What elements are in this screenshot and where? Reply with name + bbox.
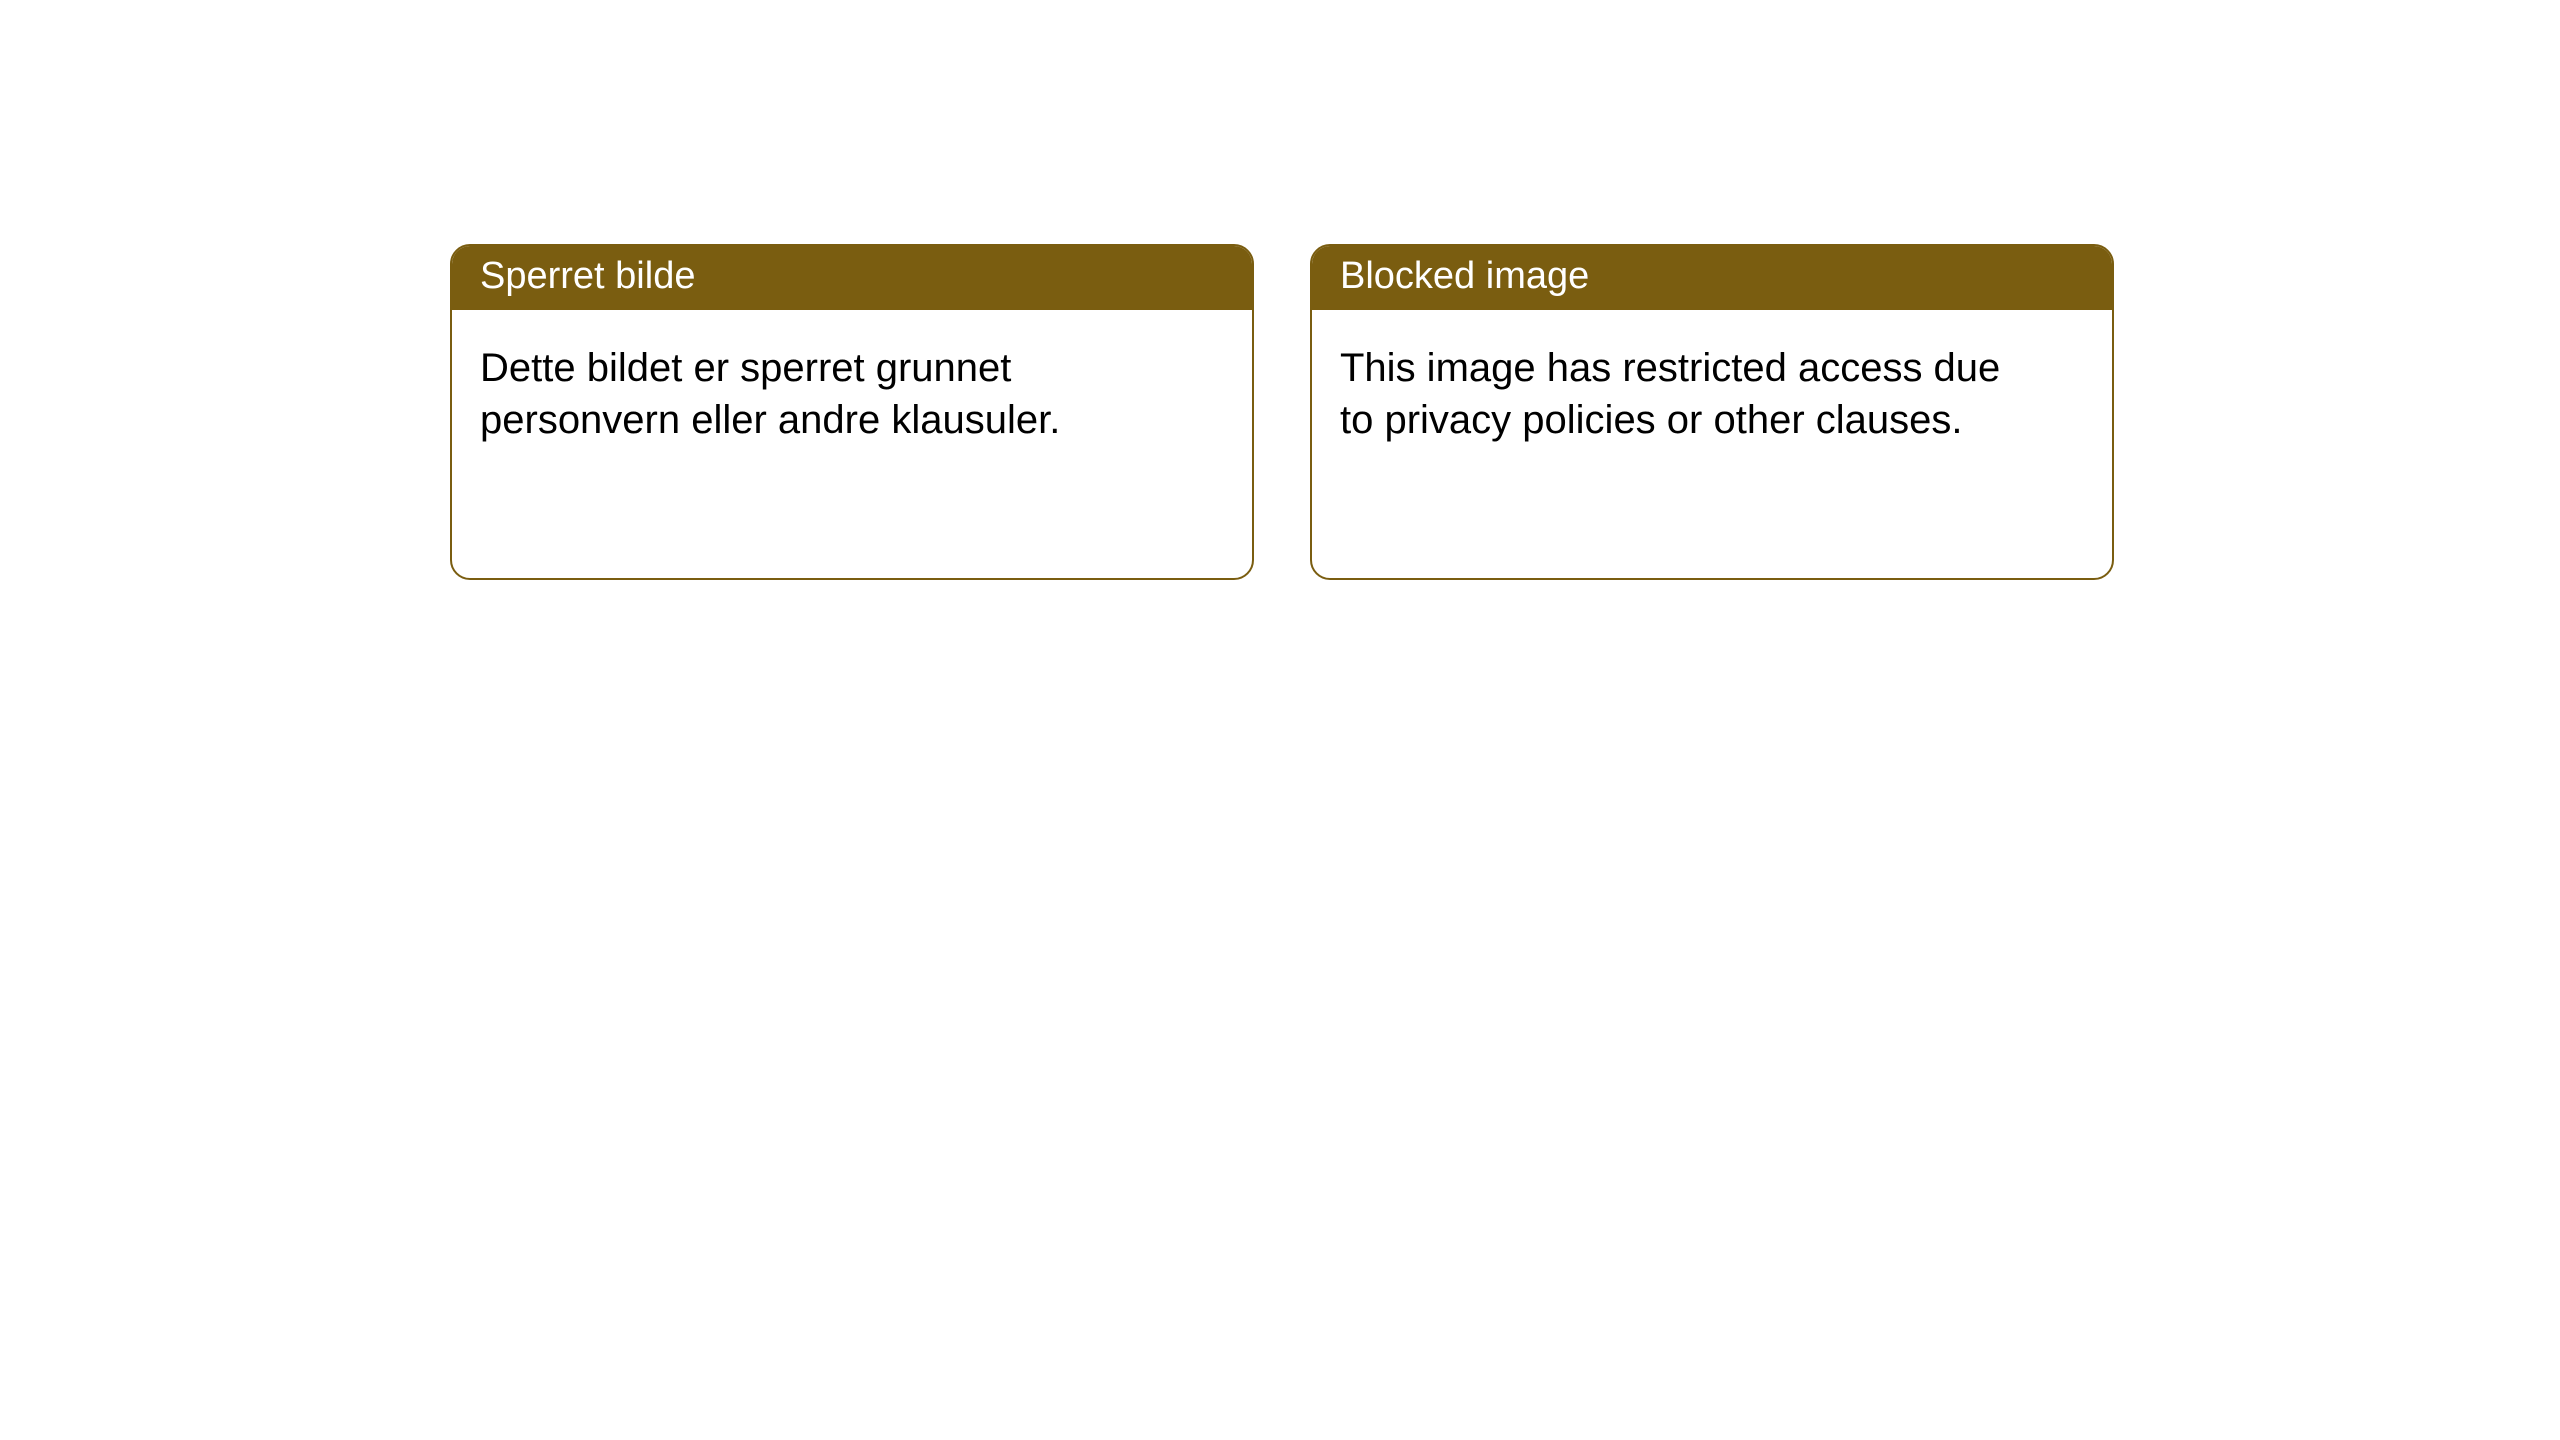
notice-card-norwegian: Sperret bilde Dette bildet er sperret gr…	[450, 244, 1254, 580]
notice-body: Dette bildet er sperret grunnet personve…	[452, 310, 1172, 478]
notice-container: Sperret bilde Dette bildet er sperret gr…	[0, 0, 2560, 580]
notice-body: This image has restricted access due to …	[1312, 310, 2032, 478]
notice-title: Sperret bilde	[452, 246, 1252, 310]
notice-card-english: Blocked image This image has restricted …	[1310, 244, 2114, 580]
notice-title: Blocked image	[1312, 246, 2112, 310]
